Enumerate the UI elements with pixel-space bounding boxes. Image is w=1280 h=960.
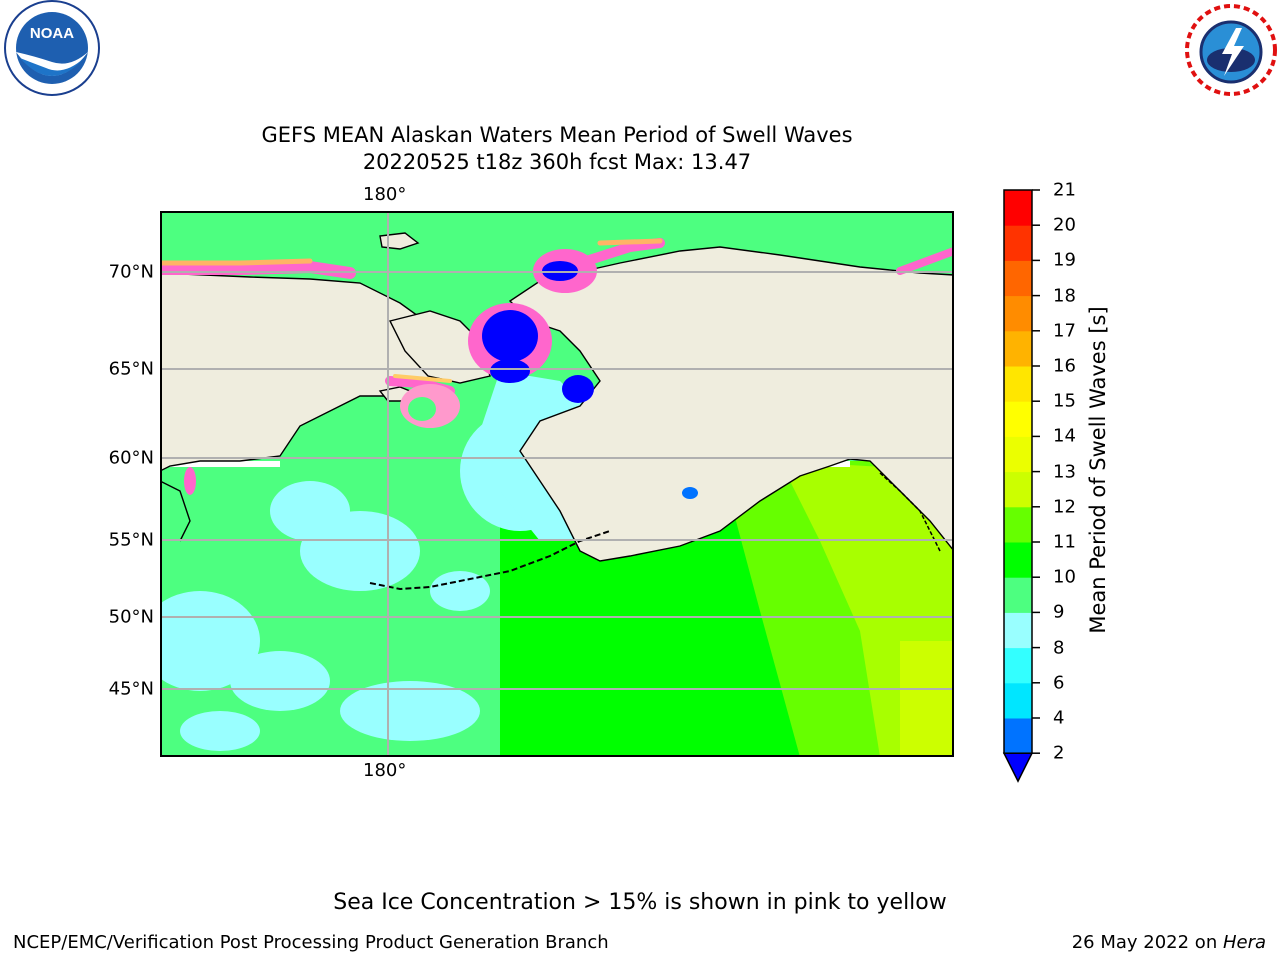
colorbar-tick-label: 15: [1053, 390, 1076, 412]
footer-branch: NCEP/EMC/Verification Post Processing Pr…: [13, 932, 609, 953]
land: [160, 232, 954, 562]
aleutian-islands: [369, 530, 611, 591]
bering-no-data-band: [160, 461, 280, 467]
colorbar-tick-label: 13: [1053, 461, 1076, 483]
colorbar-title: Mean Period of Swell Waves [s]: [1086, 306, 1110, 634]
colorbar-tick-label: 21: [1053, 179, 1076, 201]
swell-period-map: [160, 211, 954, 757]
colorbar-tick-label: 9: [1053, 601, 1065, 623]
colorbar-segment: [1004, 506, 1032, 543]
colorbar-tick-label: 4: [1053, 707, 1065, 729]
colorbar-tick-label: 12: [1053, 496, 1076, 518]
colorbar-tick-label: 10: [1053, 566, 1076, 588]
colorbar-tick-label: 19: [1053, 249, 1076, 271]
colorbar-tick-label: 20: [1053, 214, 1076, 236]
colorbar: [1002, 189, 1040, 783]
map-frame: [160, 211, 954, 757]
footer-date: 26 May 2022 on Hera: [1072, 932, 1266, 953]
colorbar-segment: [1004, 612, 1032, 649]
colorbar-segment: [1004, 647, 1032, 684]
colorbar-tick-label: 18: [1053, 285, 1076, 307]
colorbar-underflow-arrow: [1002, 752, 1034, 783]
footer-date-text: 26 May 2022 on: [1071, 932, 1223, 953]
noaa-logo: NOAA: [4, 0, 100, 96]
colorbar-tick-label: 2: [1053, 742, 1065, 764]
colorbar-tick-label: 17: [1053, 320, 1076, 342]
colorbar-segment: [1004, 295, 1032, 332]
lat-label-70: 70°N: [108, 261, 154, 283]
colorbar-segment: [1004, 542, 1032, 578]
colorbar-segment: [1004, 577, 1032, 613]
wrangel-island: [379, 232, 420, 250]
colorbar-tick-label: 11: [1053, 531, 1076, 553]
colorbar-segment: [1004, 330, 1032, 367]
colorbar-segment: [1004, 260, 1032, 297]
colorbar-segment: [1004, 471, 1032, 508]
lat-label-65: 65°N: [108, 358, 154, 380]
chukchi-ice: [184, 249, 698, 499]
nws-logo: [1185, 4, 1277, 96]
colorbar-segment: [1004, 682, 1032, 719]
lat-label-50: 50°N: [108, 606, 154, 628]
colorbar-segment: [1004, 190, 1032, 226]
colorbar-segment: [1004, 401, 1032, 437]
sea-ice-note: Sea Ice Concentration > 15% is shown in …: [333, 890, 947, 915]
chukotka-land: [388, 310, 491, 384]
kamchatka-coast: [160, 480, 191, 542]
colorbar-tick-label: 16: [1053, 355, 1076, 377]
chart-subtitle: 20220525 t18z 360h fcst Max: 13.47: [362, 150, 752, 174]
panhandle-coast: [879, 472, 941, 552]
lat-label-55: 55°N: [108, 529, 154, 551]
lat-label-45: 45°N: [108, 678, 154, 700]
colorbar-segment: [1004, 366, 1032, 402]
lon-label-top: 180°: [363, 184, 407, 205]
colorbar-tick-label: 8: [1053, 637, 1065, 659]
lat-label-60: 60°N: [108, 447, 154, 469]
colorbar-segment: [1004, 718, 1032, 754]
colorbar-tick-label: 6: [1053, 672, 1065, 694]
colorbar-segment: [1004, 225, 1032, 261]
chart-title: GEFS MEAN Alaskan Waters Mean Period of …: [261, 123, 853, 147]
footer-machine: Hera: [1222, 932, 1266, 953]
graticule: [160, 211, 954, 757]
lon-label-bottom: 180°: [363, 760, 407, 781]
ocean-shading-gulf-se: [900, 641, 954, 757]
colorbar-segment: [1004, 436, 1032, 473]
colorbar-tick-label: 14: [1053, 425, 1076, 447]
noaa-logo-text: NOAA: [30, 25, 74, 42]
